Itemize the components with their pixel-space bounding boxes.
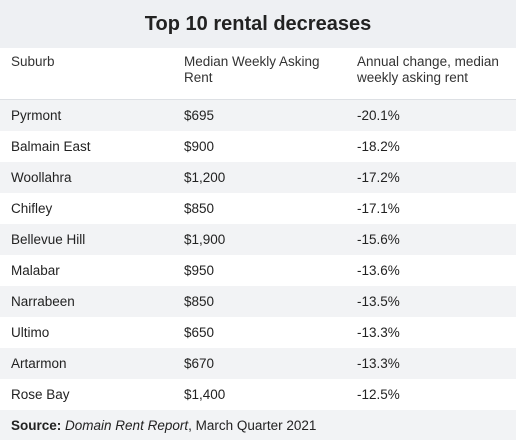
table-row: Artarmon $670 -13.3% <box>0 348 516 379</box>
rent-cell: $1,200 <box>184 170 226 185</box>
suburb-cell: Malabar <box>11 263 60 278</box>
table-row: Woollahra $1,200 -17.2% <box>0 162 516 193</box>
source-period: , March Quarter 2021 <box>188 418 317 433</box>
change-cell: -15.6% <box>357 232 400 247</box>
header-median-rent: Median Weekly Asking Rent <box>184 54 320 85</box>
change-cell: -18.2% <box>357 139 400 154</box>
rent-cell: $650 <box>184 325 215 340</box>
table-row: Balmain East $900 -18.2% <box>0 131 516 162</box>
table-body: Pyrmont $695 -20.1% Balmain East $900 -1… <box>0 100 516 410</box>
table-row: Bellevue Hill $1,900 -15.6% <box>0 224 516 255</box>
rent-cell: $1,400 <box>184 387 226 402</box>
header-annual-change: Annual change, median weekly asking rent <box>357 54 499 85</box>
rent-cell: $850 <box>184 201 215 216</box>
change-cell: -13.3% <box>357 325 400 340</box>
source-report: Domain Rent Report <box>65 418 189 433</box>
suburb-cell: Bellevue Hill <box>11 232 86 247</box>
change-cell: -13.6% <box>357 263 400 278</box>
table-row: Chifley $850 -17.1% <box>0 193 516 224</box>
suburb-cell: Balmain East <box>11 139 91 154</box>
rent-cell: $1,900 <box>184 232 226 247</box>
change-cell: -12.5% <box>357 387 400 402</box>
table-row: Rose Bay $1,400 -12.5% <box>0 379 516 410</box>
suburb-cell: Narrabeen <box>11 294 75 309</box>
change-cell: -13.5% <box>357 294 400 309</box>
suburb-cell: Chifley <box>11 201 53 216</box>
suburb-cell: Ultimo <box>11 325 50 340</box>
table-header: Suburb Median Weekly Asking Rent Annual … <box>0 48 516 100</box>
rent-cell: $695 <box>184 108 215 123</box>
suburb-cell: Woollahra <box>11 170 72 185</box>
suburb-cell: Rose Bay <box>11 387 70 402</box>
rent-cell: $850 <box>184 294 215 309</box>
rent-cell: $670 <box>184 356 215 371</box>
suburb-cell: Artarmon <box>11 356 67 371</box>
suburb-cell: Pyrmont <box>11 108 62 123</box>
header-suburb: Suburb <box>11 54 55 69</box>
source-footnote: Source: Domain Rent Report, March Quarte… <box>0 410 516 440</box>
change-cell: -17.1% <box>357 201 400 216</box>
change-cell: -13.3% <box>357 356 400 371</box>
rent-cell: $950 <box>184 263 215 278</box>
table-row: Pyrmont $695 -20.1% <box>0 100 516 131</box>
source-label: Source: <box>11 418 62 433</box>
change-cell: -20.1% <box>357 108 400 123</box>
table-row: Ultimo $650 -13.3% <box>0 317 516 348</box>
table-row: Narrabeen $850 -13.5% <box>0 286 516 317</box>
table-title: Top 10 rental decreases <box>0 0 516 48</box>
rent-cell: $900 <box>184 139 215 154</box>
table-row: Malabar $950 -13.6% <box>0 255 516 286</box>
change-cell: -17.2% <box>357 170 400 185</box>
